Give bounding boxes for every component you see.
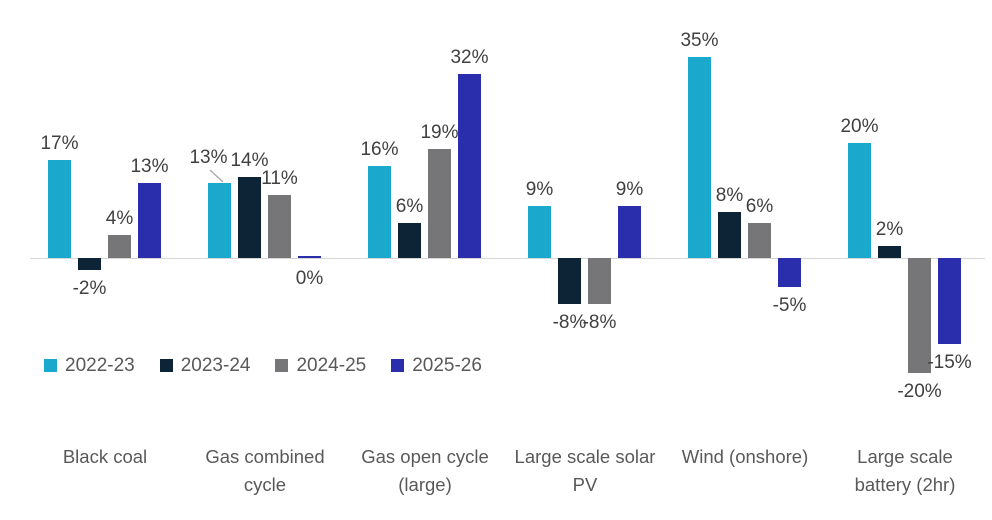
category-label-large-scale-battery-2hr: Large scale battery (2hr) (825, 443, 985, 499)
category-label-gas-open-cycle-large: Gas open cycle (large) (345, 443, 505, 499)
bar-2022-23-gas-combined-cycle (208, 183, 231, 258)
bar-2024-25-large-scale-solar-pv (588, 258, 611, 304)
bar-2025-26-large-scale-solar-pv (618, 206, 641, 258)
bar-2025-26-wind-onshore (778, 258, 801, 287)
data-label-2025-26-large-scale-solar-pv: 9% (615, 179, 644, 200)
category-axis-labels: Black coal Gas combined cycle Gas open cycl… (0, 443, 992, 503)
data-label-2024-25-large-scale-battery-2hr: -20% (897, 381, 942, 402)
category-label-line: Wind (onshore) (681, 446, 809, 467)
bar-2024-25-wind-onshore (748, 223, 771, 258)
bar-2022-23-wind-onshore (688, 57, 711, 258)
category-label-black-coal: Black coal (25, 443, 185, 471)
legend: 2022-23 2023-24 2024-25 2025-26 (44, 356, 482, 375)
bar-2025-26-black-coal (138, 183, 161, 258)
legend-item-2022-23: 2022-23 (44, 356, 135, 375)
data-label-2023-24-black-coal: -2% (72, 278, 107, 299)
data-label-2022-23-black-coal: 17% (40, 133, 79, 154)
data-label-2022-23-wind-onshore: 35% (680, 30, 719, 51)
bar-2023-24-wind-onshore (718, 212, 741, 258)
legend-label-2025-26: 2025-26 (412, 355, 482, 376)
bar-2024-25-large-scale-battery-2hr (908, 258, 931, 373)
data-label-2024-25-gas-open-cycle-large: 19% (420, 122, 459, 143)
category-label-line: Gas open cycle (361, 446, 489, 467)
bar-2022-23-large-scale-battery-2hr (848, 143, 871, 258)
bar-2023-24-gas-combined-cycle (238, 177, 261, 258)
data-label-2025-26-black-coal: 13% (130, 156, 169, 177)
bar-2024-25-gas-combined-cycle (268, 195, 291, 258)
bar-2023-24-large-scale-solar-pv (558, 258, 581, 304)
legend-swatch-2023-24 (159, 359, 173, 372)
bar-2022-23-large-scale-solar-pv (528, 206, 551, 258)
x-axis-line (30, 258, 985, 259)
legend-swatch-2022-23 (44, 359, 57, 372)
data-label-2022-23-large-scale-solar-pv: 9% (525, 179, 554, 200)
data-label-2023-24-gas-combined-cycle: 14% (230, 150, 269, 171)
bar-2023-24-black-coal (78, 258, 101, 270)
legend-item-2023-24: 2023-24 (159, 355, 251, 376)
data-label-2023-24-large-scale-battery-2hr: 2% (875, 219, 904, 240)
legend-label-2023-24: 2023-24 (180, 355, 251, 376)
data-label-2025-26-gas-open-cycle-large: 32% (450, 47, 489, 68)
legend-swatch-2025-26 (391, 359, 405, 372)
category-label-line: battery (2hr) (854, 474, 956, 495)
bar-2022-23-black-coal (48, 160, 71, 258)
data-label-2022-23-gas-open-cycle-large: 16% (360, 139, 399, 160)
category-label-line: PV (572, 474, 598, 495)
bar-2023-24-large-scale-battery-2hr (878, 246, 901, 258)
bar-2025-26-large-scale-battery-2hr (938, 258, 961, 344)
legend-swatch-2024-25 (275, 359, 289, 372)
legend-label-2024-25: 2024-25 (296, 355, 367, 376)
data-label-2025-26-large-scale-battery-2hr: -15% (927, 352, 972, 373)
data-label-2025-26-wind-onshore: -5% (772, 295, 807, 316)
category-label-line: Large scale (857, 446, 953, 467)
data-label-2022-23-large-scale-battery-2hr: 20% (840, 116, 879, 137)
bar-2024-25-gas-open-cycle-large (428, 149, 451, 258)
data-label-2024-25-black-coal: 4% (105, 208, 134, 229)
bar-2022-23-gas-open-cycle-large (368, 166, 391, 258)
data-label-2022-23-gas-combined-cycle: 13% (189, 147, 228, 168)
category-label-gas-combined-cycle: Gas combined cycle (185, 443, 345, 499)
data-label-2023-24-large-scale-solar-pv: -8% (552, 312, 587, 333)
bar-2025-26-gas-open-cycle-large (458, 74, 481, 258)
category-label-large-scale-solar-pv: Large scale solar PV (505, 443, 665, 499)
category-label-line: Large scale solar (514, 446, 656, 467)
bar-2025-26-gas-combined-cycle (298, 256, 321, 258)
category-label-wind-onshore: Wind (onshore) (665, 443, 825, 471)
category-label-line: Gas combined (205, 446, 325, 467)
data-label-2023-24-wind-onshore: 8% (715, 185, 744, 206)
data-label-2024-25-gas-combined-cycle: 11% (261, 168, 298, 189)
data-label-2024-25-large-scale-solar-pv: -8% (582, 312, 617, 333)
data-label-2023-24-gas-open-cycle-large: 6% (395, 196, 424, 217)
data-label-2024-25-wind-onshore: 6% (745, 196, 774, 217)
bar-2023-24-gas-open-cycle-large (398, 223, 421, 258)
bar-2024-25-black-coal (108, 235, 131, 258)
category-label-line: Black coal (62, 446, 148, 467)
category-label-line: cycle (243, 474, 287, 495)
category-label-line: (large) (398, 474, 452, 495)
legend-item-2025-26: 2025-26 (391, 356, 482, 375)
data-label-2025-26-gas-combined-cycle: 0% (295, 268, 324, 289)
legend-item-2024-25: 2024-25 (275, 356, 366, 375)
legend-label-2022-23: 2022-23 (65, 355, 135, 376)
